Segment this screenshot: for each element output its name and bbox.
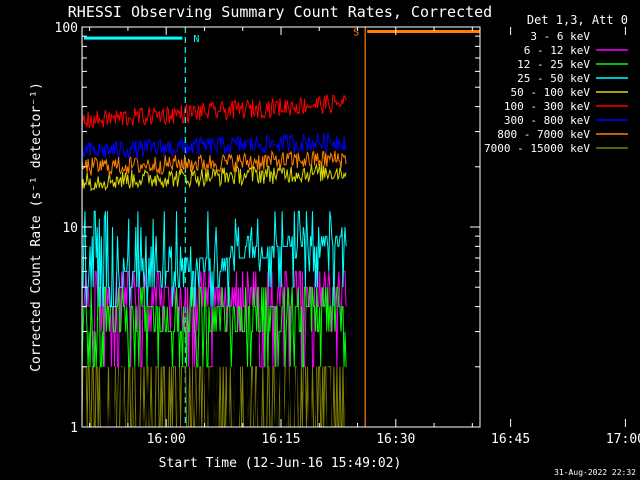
- legend-label: 300 - 800 keV: [504, 114, 590, 127]
- legend-entry: 800 - 7000 keV: [497, 128, 628, 141]
- x-tick-label: 17:00: [606, 432, 640, 447]
- series-line: [511, 236, 640, 306]
- series-50-100keV: [82, 163, 347, 192]
- series-line: [511, 307, 640, 427]
- x-axis-label: Start Time (12-Jun-16 15:49:02): [159, 456, 402, 471]
- series-300-800keV: [82, 132, 347, 159]
- series-line: [511, 271, 640, 366]
- series-line: [82, 366, 347, 427]
- legend-entry: 50 - 100 keV: [511, 86, 628, 99]
- legend-entry: 300 - 800 keV: [504, 114, 628, 127]
- series-line: [511, 367, 640, 427]
- series-line: [82, 210, 347, 308]
- legend-label: 25 - 50 keV: [517, 72, 590, 85]
- legend-label: 100 - 300 keV: [504, 100, 590, 113]
- plot-area: NS: [82, 27, 640, 427]
- y-tick-label: 10: [62, 221, 78, 236]
- legend-label: 50 - 100 keV: [511, 86, 591, 99]
- annotation-label: N: [193, 34, 199, 45]
- series-100-300keV: [82, 94, 347, 129]
- legend-label: 6 - 12 keV: [524, 44, 591, 57]
- y-tick-label: 100: [55, 21, 78, 36]
- footer-timestamp: 31-Aug-2022 22:32: [554, 468, 636, 477]
- series-line: [82, 366, 347, 427]
- series-800-7000keV: [82, 149, 347, 176]
- legend-label: 7000 - 15000 keV: [484, 142, 590, 155]
- legend-entry: 100 - 300 keV: [504, 100, 628, 113]
- x-tick-label: 16:00: [147, 432, 186, 447]
- annotation-label: S: [353, 27, 359, 38]
- series-25-50keV: [82, 210, 640, 308]
- legend-entry: 12 - 25 keV: [517, 58, 628, 71]
- x-tick-label: 16:15: [261, 432, 300, 447]
- y-tick-label: 1: [70, 421, 78, 436]
- series-line: [82, 163, 347, 192]
- legend-title: Det 1,3, Att 0: [527, 13, 628, 27]
- series-line: [82, 94, 347, 129]
- legend-entry: 3 - 6 keV: [530, 30, 628, 43]
- series-line: [82, 286, 347, 368]
- series-line: [82, 149, 347, 176]
- series-line: [82, 132, 347, 159]
- y-axis-label: Corrected Count Rate (s⁻¹ detector⁻¹): [29, 82, 44, 372]
- legend-label: 3 - 6 keV: [530, 30, 590, 43]
- y-axis: 1 10 100: [55, 21, 480, 436]
- chart-title: RHESSI Observing Summary Count Rates, Co…: [68, 3, 492, 21]
- legend-label: 800 - 7000 keV: [497, 128, 590, 141]
- legend-entry: 6 - 12 keV: [524, 44, 628, 57]
- x-tick-label: 16:30: [376, 432, 415, 447]
- series-7000-15000keV: [82, 366, 640, 427]
- x-tick-label: 16:45: [491, 432, 530, 447]
- legend-entry: 7000 - 15000 keV: [484, 142, 628, 155]
- legend-entry: 25 - 50 keV: [517, 72, 628, 85]
- series-3-6keV: [82, 307, 640, 427]
- series-line: [511, 271, 640, 366]
- series-12-25keV: [82, 271, 640, 368]
- legend-label: 12 - 25 keV: [517, 58, 590, 71]
